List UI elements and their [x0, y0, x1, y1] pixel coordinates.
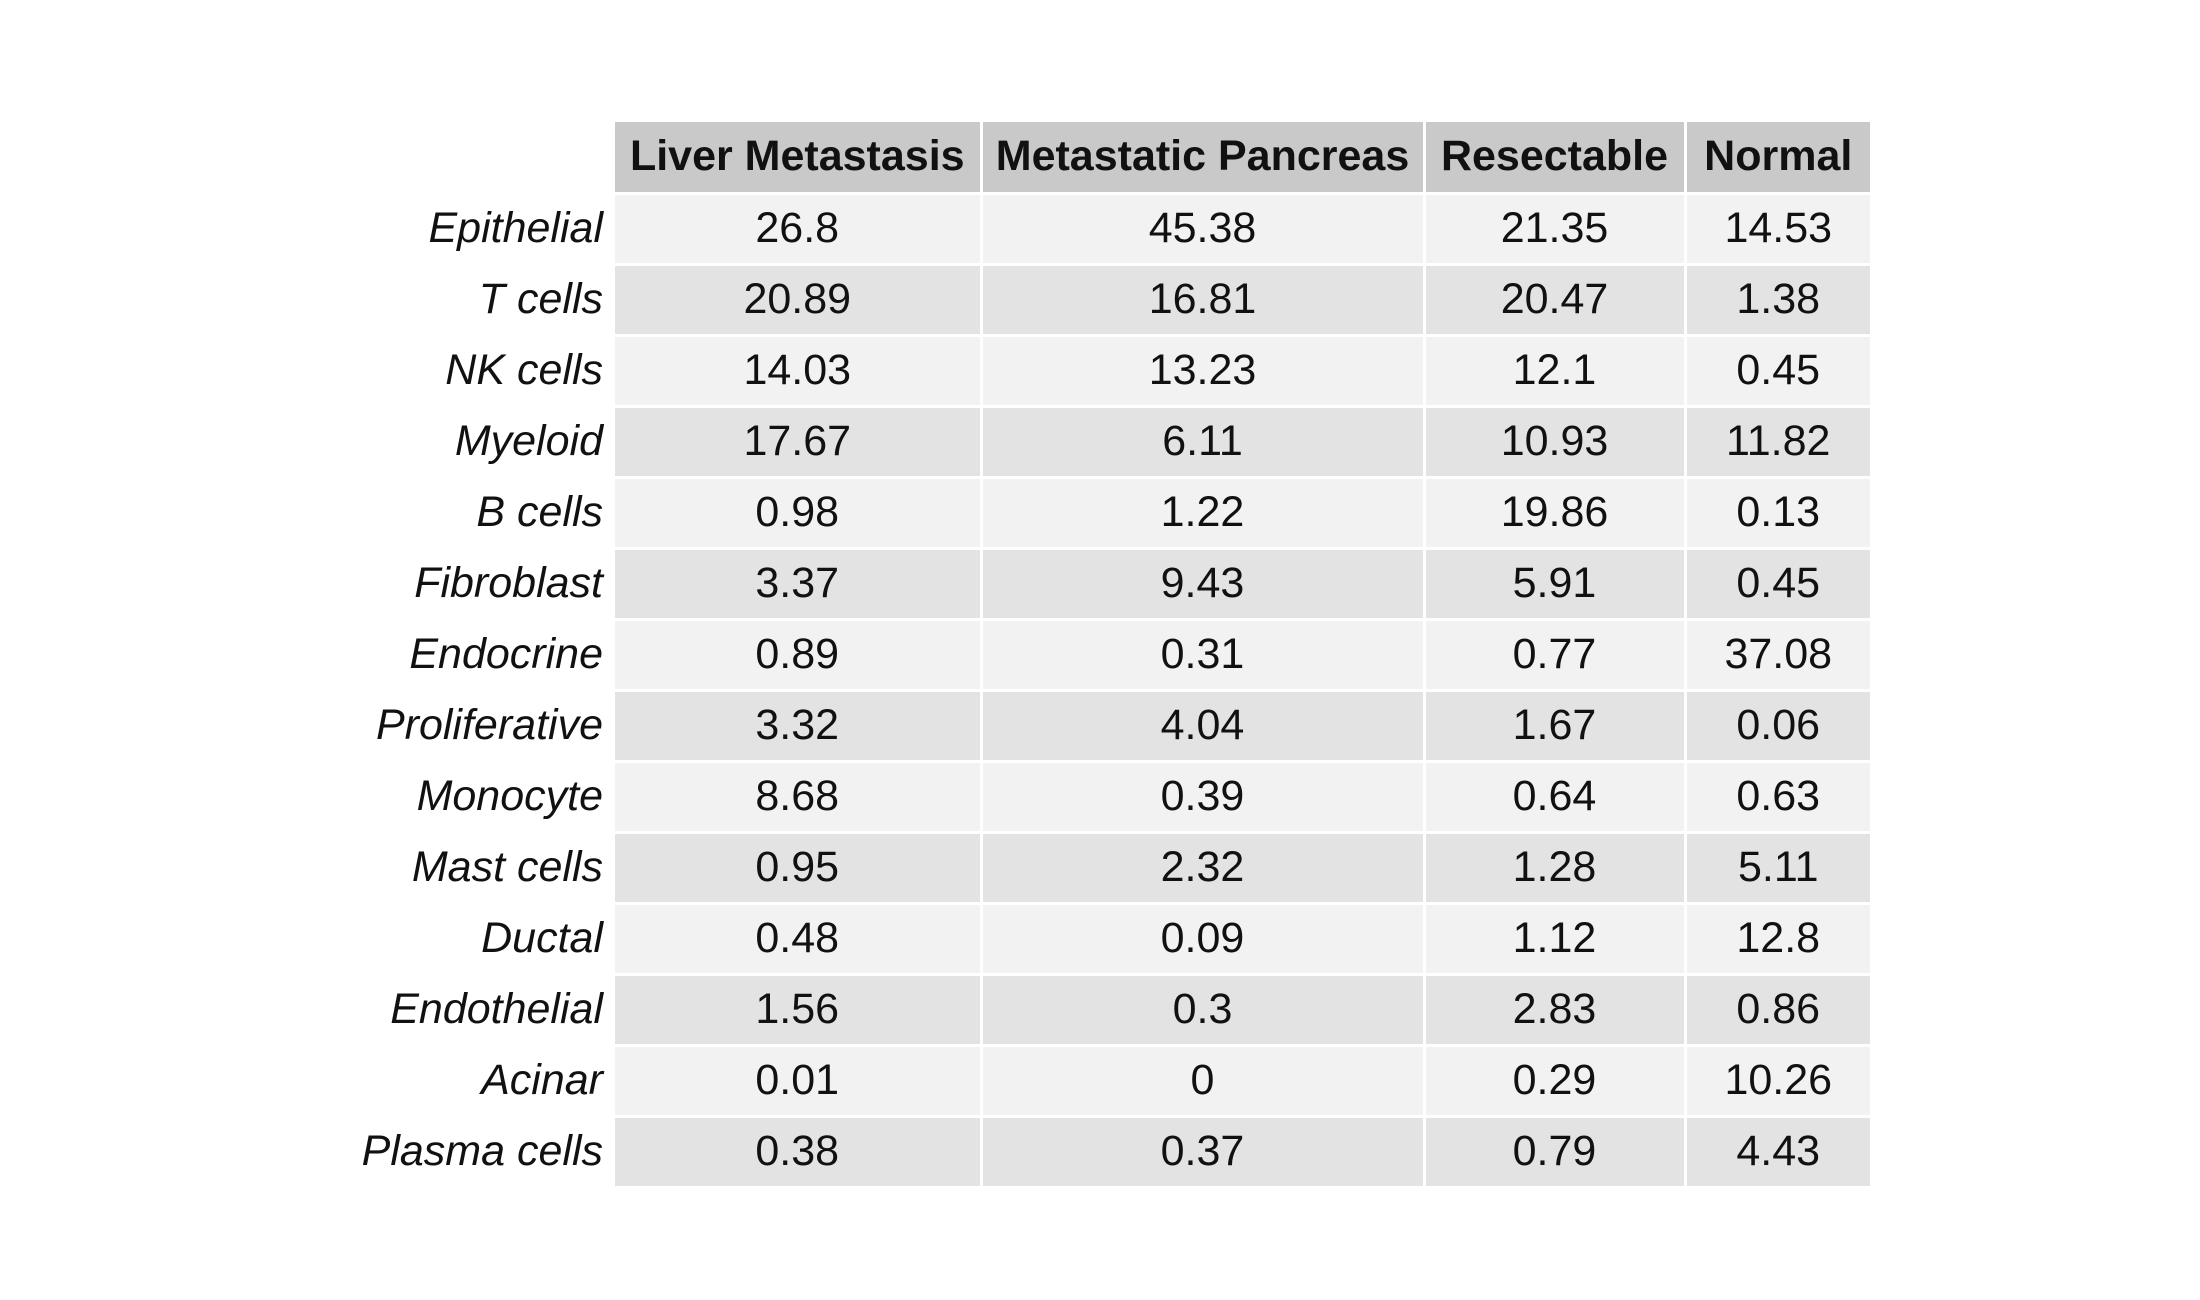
- table-cell: 14.03: [615, 335, 983, 408]
- row-label: Epithelial: [350, 193, 615, 264]
- table-cell: 10.93: [1424, 406, 1687, 479]
- table-cell: 1.56: [615, 974, 983, 1047]
- table-cell: 0.13: [1685, 477, 1870, 550]
- table-cell: 11.82: [1685, 406, 1870, 479]
- row-label: T cells: [350, 264, 615, 335]
- table-cell: 0.3: [981, 974, 1426, 1047]
- table-cell: 21.35: [1424, 193, 1687, 266]
- table-cell: 0.79: [1424, 1116, 1687, 1189]
- table-cell: 1.22: [981, 477, 1426, 550]
- table-cell: 3.32: [615, 690, 983, 763]
- table-cell: 0.48: [615, 903, 983, 976]
- header-row: Liver Metastasis Metastatic Pancreas Res…: [350, 122, 1870, 195]
- table-row: NK cells 14.03 13.23 12.1 0.45: [350, 335, 1870, 408]
- table-row: Ductal 0.48 0.09 1.12 12.8: [350, 903, 1870, 976]
- row-label: Myeloid: [350, 406, 615, 477]
- table-row: T cells 20.89 16.81 20.47 1.38: [350, 264, 1870, 337]
- table-cell: 2.83: [1424, 974, 1687, 1047]
- table-row: Plasma cells 0.38 0.37 0.79 4.43: [350, 1116, 1870, 1189]
- table-row: Myeloid 17.67 6.11 10.93 11.82: [350, 406, 1870, 479]
- table-cell: 0.45: [1685, 335, 1870, 408]
- table-cell: 14.53: [1685, 193, 1870, 266]
- data-table: Liver Metastasis Metastatic Pancreas Res…: [350, 122, 1870, 1189]
- row-label: Acinar: [350, 1045, 615, 1116]
- table-cell: 17.67: [615, 406, 983, 479]
- table-row: Acinar 0.01 0 0.29 10.26: [350, 1045, 1870, 1118]
- table-cell: 0.01: [615, 1045, 983, 1118]
- table-cell: 0.77: [1424, 619, 1687, 692]
- table-cell: 0.98: [615, 477, 983, 550]
- table-cell: 0.64: [1424, 761, 1687, 834]
- table-cell: 12.1: [1424, 335, 1687, 408]
- table-cell: 0.86: [1685, 974, 1870, 1047]
- row-label: Ductal: [350, 903, 615, 974]
- row-label: NK cells: [350, 335, 615, 406]
- row-label: Plasma cells: [350, 1116, 615, 1187]
- table-row: Fibroblast 3.37 9.43 5.91 0.45: [350, 548, 1870, 621]
- table-cell: 0.38: [615, 1116, 983, 1189]
- row-label: Monocyte: [350, 761, 615, 832]
- row-label: B cells: [350, 477, 615, 548]
- row-label: Fibroblast: [350, 548, 615, 619]
- table-cell: 3.37: [615, 548, 983, 621]
- table-cell: 20.47: [1424, 264, 1687, 337]
- table-cell: 45.38: [981, 193, 1426, 266]
- table-cell: 0.45: [1685, 548, 1870, 621]
- table-cell: 5.91: [1424, 548, 1687, 621]
- table-cell: 0.06: [1685, 690, 1870, 763]
- table-cell: 0.09: [981, 903, 1426, 976]
- table-cell: 0: [981, 1045, 1426, 1118]
- table-cell: 9.43: [981, 548, 1426, 621]
- column-header: Normal: [1685, 122, 1870, 195]
- column-header: Resectable: [1424, 122, 1687, 195]
- table-cell: 0.29: [1424, 1045, 1687, 1118]
- table-cell: 4.43: [1685, 1116, 1870, 1189]
- column-header: Metastatic Pancreas: [981, 122, 1426, 195]
- table-cell: 0.89: [615, 619, 983, 692]
- table-cell: 1.67: [1424, 690, 1687, 763]
- table-cell: 1.38: [1685, 264, 1870, 337]
- table-row: B cells 0.98 1.22 19.86 0.13: [350, 477, 1870, 550]
- table-row: Epithelial 26.8 45.38 21.35 14.53: [350, 193, 1870, 266]
- table-cell: 2.32: [981, 832, 1426, 905]
- table-cell: 0.31: [981, 619, 1426, 692]
- table-cell: 13.23: [981, 335, 1426, 408]
- table-row: Monocyte 8.68 0.39 0.64 0.63: [350, 761, 1870, 834]
- table-cell: 1.12: [1424, 903, 1687, 976]
- table-body: Epithelial 26.8 45.38 21.35 14.53 T cells 20.8…: [350, 193, 1870, 1189]
- table-row: Mast cells 0.95 2.32 1.28 5.11: [350, 832, 1870, 905]
- row-label: Endothelial: [350, 974, 615, 1045]
- table-cell: 10.26: [1685, 1045, 1870, 1118]
- header-corner: [350, 122, 615, 193]
- row-label: Mast cells: [350, 832, 615, 903]
- table-row: Endocrine 0.89 0.31 0.77 37.08: [350, 619, 1870, 692]
- row-label: Endocrine: [350, 619, 615, 690]
- table-cell: 8.68: [615, 761, 983, 834]
- table-cell: 1.28: [1424, 832, 1687, 905]
- table-row: Proliferative 3.32 4.04 1.67 0.06: [350, 690, 1870, 763]
- table-row: Endothelial 1.56 0.3 2.83 0.86: [350, 974, 1870, 1047]
- table-cell: 19.86: [1424, 477, 1687, 550]
- row-label: Proliferative: [350, 690, 615, 761]
- table-cell: 16.81: [981, 264, 1426, 337]
- table-cell: 5.11: [1685, 832, 1870, 905]
- table-cell: 37.08: [1685, 619, 1870, 692]
- table-cell: 6.11: [981, 406, 1426, 479]
- table-cell: 20.89: [615, 264, 983, 337]
- table-cell: 0.37: [981, 1116, 1426, 1189]
- table-cell: 4.04: [981, 690, 1426, 763]
- table-cell: 12.8: [1685, 903, 1870, 976]
- table-cell: 26.8: [615, 193, 983, 266]
- table-cell: 0.39: [981, 761, 1426, 834]
- column-header: Liver Metastasis: [615, 122, 983, 195]
- table-cell: 0.95: [615, 832, 983, 905]
- table-cell: 0.63: [1685, 761, 1870, 834]
